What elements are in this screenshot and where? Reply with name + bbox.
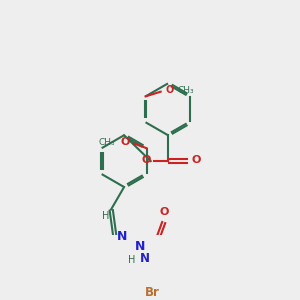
Text: H: H	[102, 211, 110, 221]
Text: O: O	[165, 85, 174, 95]
Text: N: N	[140, 252, 149, 265]
Text: Br: Br	[145, 286, 160, 299]
Text: N: N	[134, 239, 145, 253]
Text: O: O	[191, 155, 201, 165]
Text: O: O	[159, 207, 169, 217]
Text: O: O	[141, 155, 151, 165]
Text: CH₃: CH₃	[99, 138, 115, 147]
Text: H: H	[128, 255, 135, 266]
Text: N: N	[117, 230, 127, 243]
Text: CH₃: CH₃	[177, 86, 194, 95]
Text: O: O	[120, 137, 130, 147]
